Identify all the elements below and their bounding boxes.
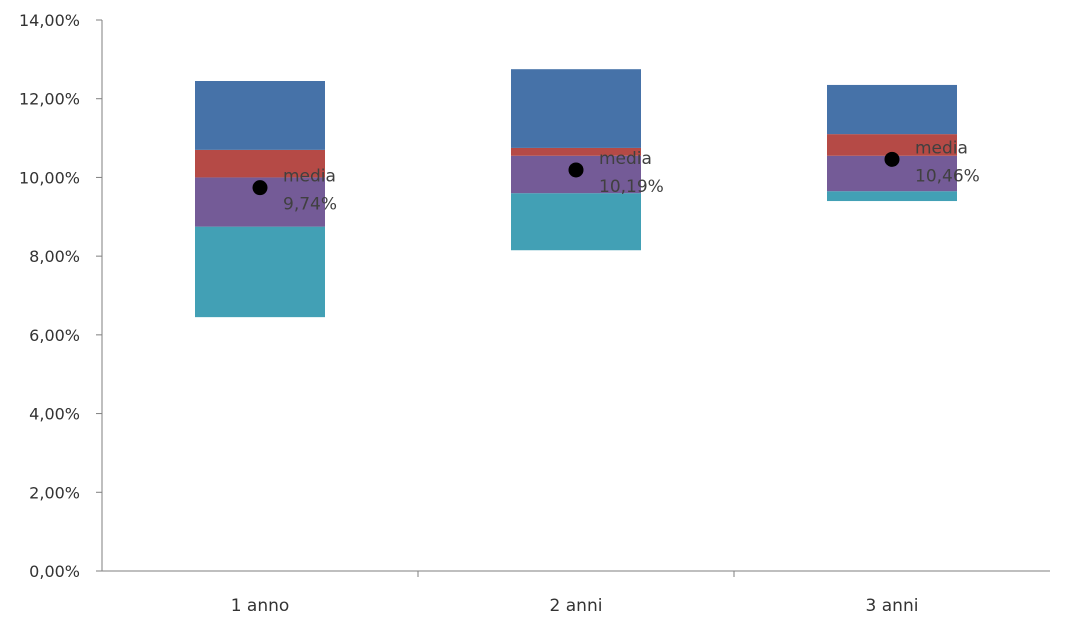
x-axis-ticks: 1 anno 2 anni 3 anni (231, 571, 919, 616)
bars (195, 69, 957, 318)
mean-value-label: 10,19% (599, 177, 664, 197)
bar-segment (511, 69, 641, 148)
y-tick-label: 8,00% (29, 247, 80, 266)
axes: 0,00% 2,00% 4,00% 6,00% 8,00% 10,00% 12,00% 14,… (19, 11, 1050, 616)
mean-point (568, 162, 584, 178)
bar-segment (827, 191, 957, 202)
mean-label: media (915, 138, 968, 158)
mean-point (252, 180, 268, 196)
y-tick-label: 14,00% (19, 11, 80, 30)
bar-segment (827, 134, 957, 156)
bar-segment (511, 193, 641, 251)
y-tick-label: 4,00% (29, 405, 80, 424)
y-tick-label: 12,00% (19, 90, 80, 109)
bar-segment (195, 149, 325, 178)
x-tick-label: 1 anno (231, 596, 290, 616)
x-tick-label: 3 anni (866, 596, 919, 616)
bar-segment (511, 147, 641, 156)
mean-markers: media 9,74% media 10,19% media 10,46% (252, 138, 980, 215)
mean-label: media (283, 167, 336, 187)
x-tick-label: 2 anni (550, 596, 603, 616)
bar-segment (195, 226, 325, 318)
mean-point (884, 151, 900, 167)
y-tick-label: 6,00% (29, 326, 80, 345)
y-axis-ticks: 0,00% 2,00% 4,00% 6,00% 8,00% 10,00% 12,00% 14,… (19, 11, 102, 581)
mean-value-label: 10,46% (915, 166, 980, 186)
y-tick-label: 0,00% (29, 562, 80, 581)
mean-label: media (599, 149, 652, 169)
bar-segment (827, 84, 957, 135)
bar-segment (195, 81, 325, 150)
y-tick-label: 2,00% (29, 483, 80, 502)
mean-value-label: 9,74% (283, 195, 337, 215)
y-tick-label: 10,00% (19, 168, 80, 187)
